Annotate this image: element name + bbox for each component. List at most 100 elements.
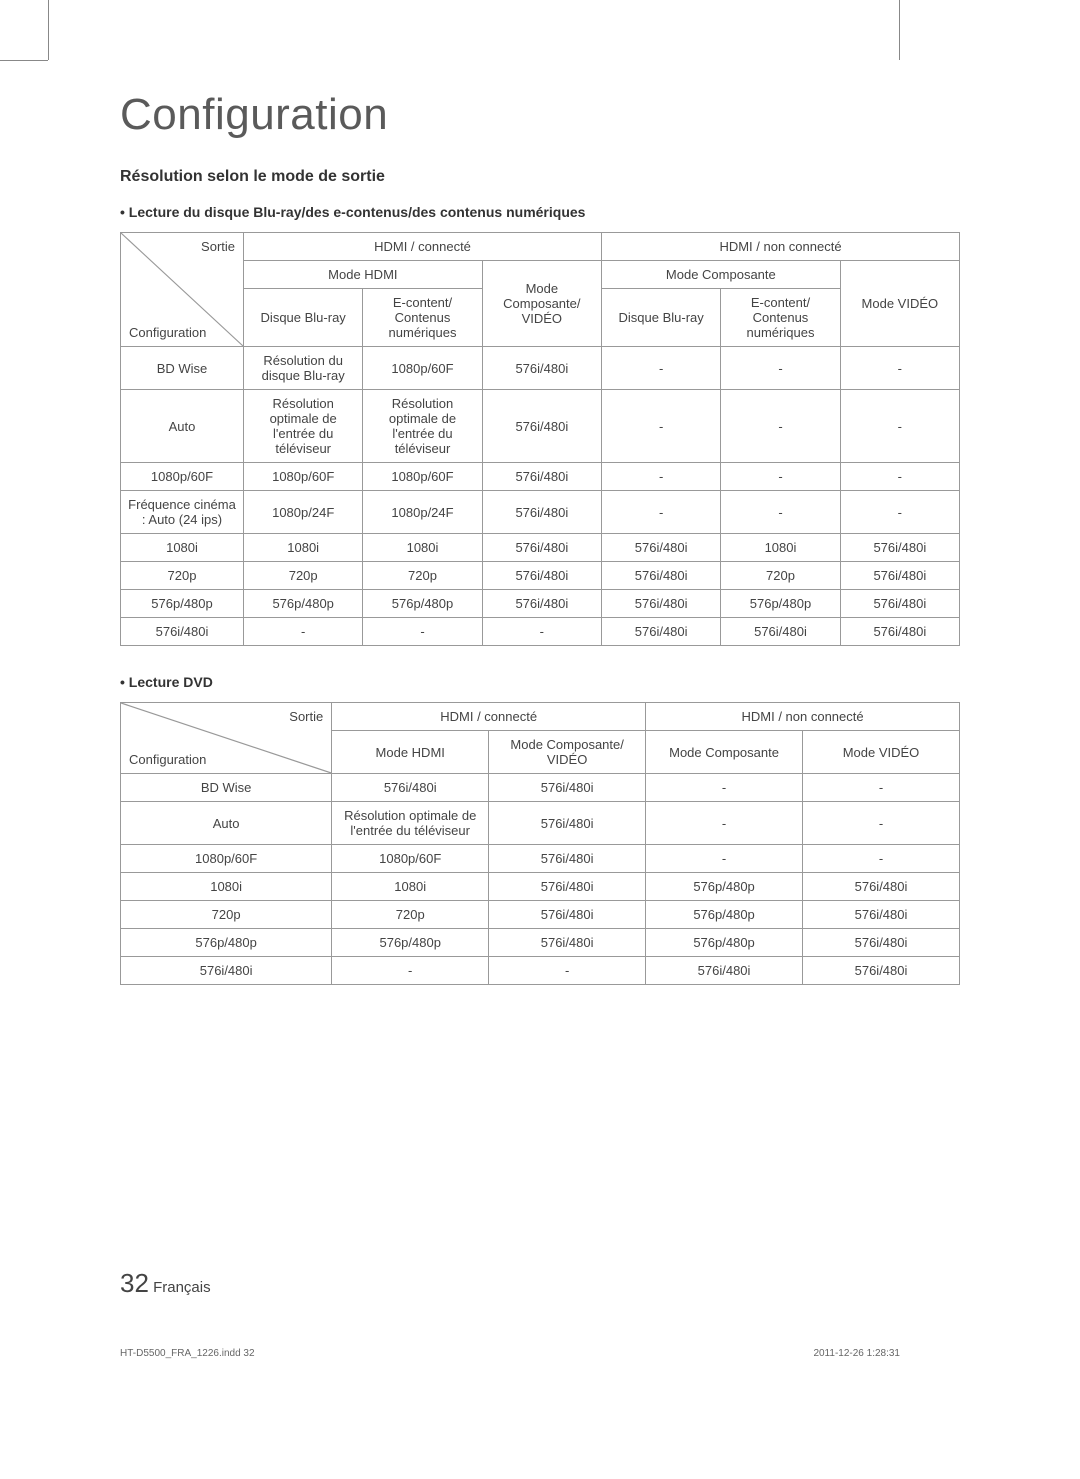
- table-cell: 576i/480i: [721, 618, 840, 646]
- table-cell: 720p: [363, 562, 482, 590]
- table-cell: 1080i: [363, 534, 482, 562]
- table-cell: -: [332, 957, 489, 985]
- col-econtent-1: E-content/ Contenus numériques: [363, 289, 482, 347]
- col2-hdmi-not-connected: HDMI / non connecté: [646, 703, 960, 731]
- table-dvd-resolution: Sortie Configuration HDMI / connecté HDM…: [120, 702, 960, 985]
- diag-header-cell: Sortie Configuration: [121, 233, 244, 347]
- table-row: 1080i1080i1080i576i/480i576i/480i1080i57…: [121, 534, 960, 562]
- table-cell: 576p/480p: [244, 590, 363, 618]
- table-cell: 1080p/60F: [244, 463, 363, 491]
- table-cell: 576i/480i: [489, 901, 646, 929]
- table-cell: 576i/480i: [482, 491, 601, 534]
- page-title: Configuration: [120, 90, 960, 140]
- table-row: 1080p/60F1080p/60F576i/480i--: [121, 845, 960, 873]
- table-cell: -: [602, 347, 721, 390]
- table-cell: 576i/480i: [803, 957, 960, 985]
- table-cell: 576i/480i: [840, 590, 959, 618]
- table-cell: 576i/480i: [482, 534, 601, 562]
- diag-header-cell-2: Sortie Configuration: [121, 703, 332, 774]
- table-cell: 576i/480i: [121, 618, 244, 646]
- col-hdmi-not-connected: HDMI / non connecté: [602, 233, 960, 261]
- table-cell: 1080i: [121, 534, 244, 562]
- table-cell: 576i/480i: [489, 845, 646, 873]
- diag-top-label-2: Sortie: [289, 709, 323, 724]
- table-cell: 576p/480p: [646, 901, 803, 929]
- table-cell: -: [602, 390, 721, 463]
- table-cell: -: [721, 463, 840, 491]
- col-mode-hdmi: Mode HDMI: [244, 261, 483, 289]
- table-cell: -: [646, 802, 803, 845]
- table-row: 576p/480p576p/480p576p/480p576i/480i576i…: [121, 590, 960, 618]
- table-cell: Résolution optimale de l'entrée du télév…: [244, 390, 363, 463]
- col-disque-br-1: Disque Blu-ray: [244, 289, 363, 347]
- table-cell: 576i/480i: [482, 390, 601, 463]
- table-row: AutoRésolution optimale de l'entrée du t…: [121, 390, 960, 463]
- table-cell: 576p/480p: [646, 929, 803, 957]
- table-cell: -: [803, 774, 960, 802]
- table-cell: 1080p/60F: [121, 845, 332, 873]
- table-cell: -: [646, 845, 803, 873]
- table-row: BD WiseRésolution du disque Blu-ray1080p…: [121, 347, 960, 390]
- table-cell: 720p: [721, 562, 840, 590]
- table-cell: -: [840, 390, 959, 463]
- table-row: 1080i1080i576i/480i576p/480p576i/480i: [121, 873, 960, 901]
- table-cell: 1080i: [121, 873, 332, 901]
- table-cell: 576p/480p: [721, 590, 840, 618]
- page-number-area: 32 Français: [120, 1268, 211, 1299]
- table-cell: 720p: [244, 562, 363, 590]
- table-row: Fréquence cinéma : Auto (24 ips)1080p/24…: [121, 491, 960, 534]
- table-cell: -: [482, 618, 601, 646]
- col-mode-comp-video: Mode Composante/ VIDÉO: [482, 261, 601, 347]
- table-cell: -: [803, 845, 960, 873]
- table-cell: -: [840, 347, 959, 390]
- table-cell: -: [646, 774, 803, 802]
- table-cell: -: [721, 347, 840, 390]
- table-cell: 576i/480i: [482, 590, 601, 618]
- footer-filename: HT-D5500_FRA_1226.indd 32: [120, 1348, 255, 1359]
- table-cell: 720p: [121, 562, 244, 590]
- table-cell: -: [602, 463, 721, 491]
- table-cell: 576i/480i: [489, 802, 646, 845]
- table-row: AutoRésolution optimale de l'entrée du t…: [121, 802, 960, 845]
- table-cell: 576p/480p: [121, 590, 244, 618]
- table-cell: 1080i: [721, 534, 840, 562]
- table-row: 576i/480i---576i/480i576i/480i576i/480i: [121, 618, 960, 646]
- table-cell: 576i/480i: [482, 347, 601, 390]
- table-cell: Résolution du disque Blu-ray: [244, 347, 363, 390]
- table-bluray-resolution: Sortie Configuration HDMI / connecté HDM…: [120, 232, 960, 646]
- table-cell: -: [602, 491, 721, 534]
- table-cell: -: [363, 618, 482, 646]
- table-cell: 576p/480p: [121, 929, 332, 957]
- table-cell: 720p: [332, 901, 489, 929]
- table-cell: 1080p/24F: [363, 491, 482, 534]
- table-cell: 576p/480p: [646, 873, 803, 901]
- table-cell: 1080p/60F: [363, 463, 482, 491]
- table-cell: Résolution optimale de l'entrée du télév…: [363, 390, 482, 463]
- table-cell: 576i/480i: [646, 957, 803, 985]
- col2-mode-video: Mode VIDÉO: [803, 731, 960, 774]
- table-cell: Auto: [121, 390, 244, 463]
- col-mode-video: Mode VIDÉO: [840, 261, 959, 347]
- table-cell: 576i/480i: [489, 873, 646, 901]
- table-cell: 1080p/60F: [332, 845, 489, 873]
- table-cell: 576i/480i: [803, 873, 960, 901]
- table-row: 576i/480i--576i/480i576i/480i: [121, 957, 960, 985]
- subsection-bluray: • Lecture du disque Blu-ray/des e-conten…: [120, 204, 960, 220]
- col-mode-comp: Mode Composante: [602, 261, 841, 289]
- table-cell: -: [489, 957, 646, 985]
- table-cell: 576i/480i: [489, 929, 646, 957]
- table-cell: BD Wise: [121, 347, 244, 390]
- table-cell: 576i/480i: [602, 618, 721, 646]
- table-cell: 1080p/60F: [363, 347, 482, 390]
- diag-bottom-label: Configuration: [129, 325, 206, 340]
- col-disque-br-2: Disque Blu-ray: [602, 289, 721, 347]
- table-cell: 1080i: [332, 873, 489, 901]
- table-cell: 576i/480i: [840, 618, 959, 646]
- table-cell: -: [840, 463, 959, 491]
- table-cell: 1080p/60F: [121, 463, 244, 491]
- table-row: 720p720p576i/480i576p/480p576i/480i: [121, 901, 960, 929]
- diag-bottom-label-2: Configuration: [129, 752, 206, 767]
- table-cell: 576i/480i: [840, 534, 959, 562]
- footer-timestamp: 2011-12-26 1:28:31: [813, 1348, 900, 1359]
- table-cell: 576p/480p: [332, 929, 489, 957]
